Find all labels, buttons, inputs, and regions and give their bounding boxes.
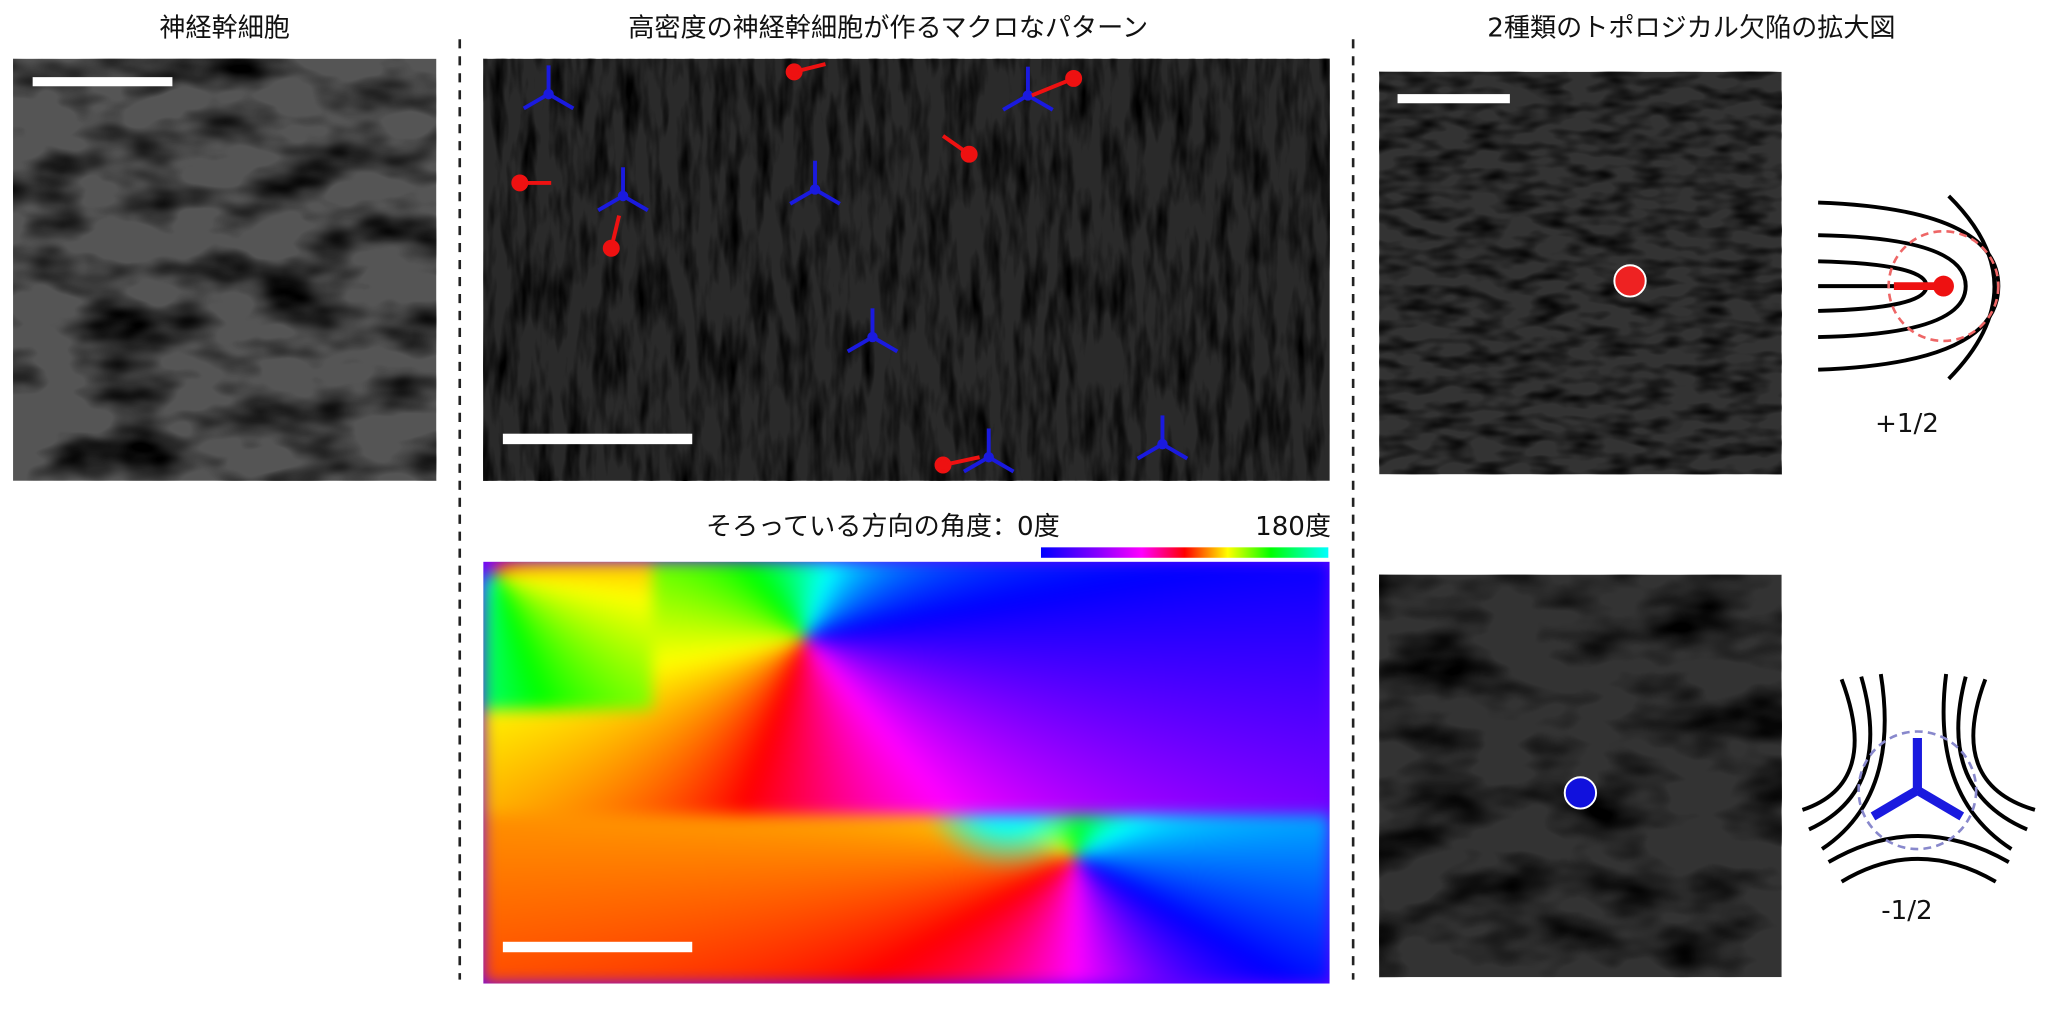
defect-markers	[511, 62, 1190, 474]
minus-diagram	[1801, 673, 2036, 884]
scale-bar	[502, 941, 693, 953]
scale-bar	[1397, 94, 1510, 104]
minus-defect	[1563, 776, 1598, 810]
colorbar-min: 0度	[1017, 512, 1060, 542]
center-title: 高密度の神経幹細胞が作るマクロなパターン	[628, 13, 1148, 43]
minus-label: -1/2	[1881, 896, 1932, 926]
zoom-texture	[1379, 574, 1782, 978]
left-title: 神経幹細胞	[159, 13, 290, 43]
colorbar-max: 180度	[1255, 512, 1331, 542]
scale-bar	[32, 77, 173, 87]
colorbar	[1040, 547, 1329, 558]
cell-texture	[13, 58, 437, 481]
orientation-map	[483, 561, 1330, 984]
scale-bar	[502, 433, 693, 445]
plus-defect	[1613, 264, 1647, 298]
right-title: 2種類のトポロジカル欠陥の拡大図	[1487, 13, 1895, 43]
pattern-texture	[483, 58, 1330, 481]
cmap-title: そろっている方向の角度：	[706, 512, 1018, 542]
plus-diagram	[1818, 194, 2001, 381]
zoom-texture	[1379, 71, 1782, 475]
plus-label: +1/2	[1875, 409, 1939, 439]
